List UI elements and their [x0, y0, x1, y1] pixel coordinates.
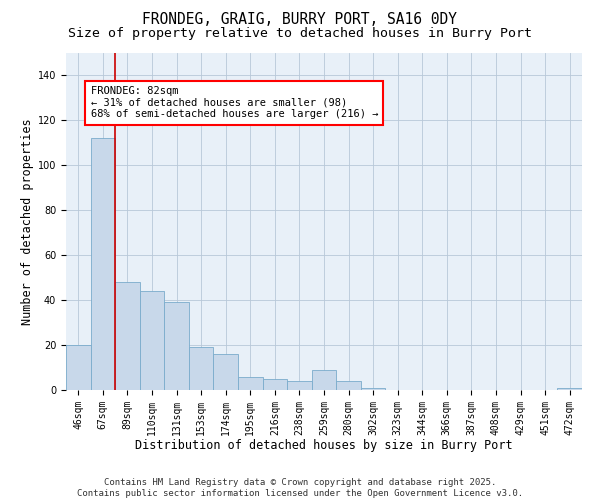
- Bar: [361, 388, 385, 390]
- Bar: [66, 345, 91, 390]
- Bar: [140, 291, 164, 390]
- Bar: [312, 370, 336, 390]
- Bar: [287, 381, 312, 390]
- X-axis label: Distribution of detached houses by size in Burry Port: Distribution of detached houses by size …: [135, 439, 513, 452]
- Bar: [189, 347, 214, 390]
- Bar: [557, 388, 582, 390]
- Bar: [214, 354, 238, 390]
- Bar: [238, 376, 263, 390]
- Text: FRONDEG: 82sqm
← 31% of detached houses are smaller (98)
68% of semi-detached ho: FRONDEG: 82sqm ← 31% of detached houses …: [91, 86, 378, 120]
- Bar: [115, 282, 140, 390]
- Bar: [164, 302, 189, 390]
- Bar: [91, 138, 115, 390]
- Bar: [336, 381, 361, 390]
- Y-axis label: Number of detached properties: Number of detached properties: [20, 118, 34, 324]
- Bar: [263, 379, 287, 390]
- Text: FRONDEG, GRAIG, BURRY PORT, SA16 0DY: FRONDEG, GRAIG, BURRY PORT, SA16 0DY: [143, 12, 458, 28]
- Text: Size of property relative to detached houses in Burry Port: Size of property relative to detached ho…: [68, 28, 532, 40]
- Text: Contains HM Land Registry data © Crown copyright and database right 2025.
Contai: Contains HM Land Registry data © Crown c…: [77, 478, 523, 498]
